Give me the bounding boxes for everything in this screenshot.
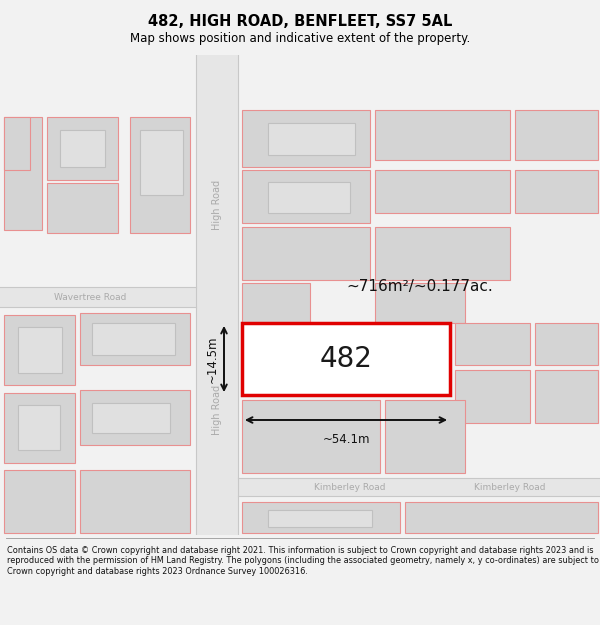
Bar	[455, 370, 530, 423]
Bar	[268, 123, 355, 155]
Bar	[268, 510, 372, 527]
Bar	[242, 400, 380, 473]
Text: High Road: High Road	[212, 385, 222, 435]
Bar	[92, 403, 170, 433]
Bar	[238, 478, 600, 496]
Bar	[375, 170, 510, 213]
Bar	[515, 170, 598, 213]
Bar	[375, 227, 510, 280]
Bar	[47, 183, 118, 233]
Text: High Road: High Road	[212, 180, 222, 230]
Bar	[140, 130, 183, 195]
Bar	[455, 323, 530, 365]
Text: Kimberley Road: Kimberley Road	[314, 482, 386, 491]
Bar	[18, 327, 62, 373]
Text: Wavertree Road: Wavertree Road	[54, 292, 126, 301]
Bar	[385, 400, 465, 473]
Bar	[535, 323, 598, 365]
Bar	[60, 130, 105, 167]
Bar	[4, 470, 75, 533]
Bar	[47, 117, 118, 180]
Bar	[4, 117, 30, 170]
Text: ~14.5m: ~14.5m	[206, 335, 219, 382]
Bar	[405, 502, 598, 533]
Text: Contains OS data © Crown copyright and database right 2021. This information is : Contains OS data © Crown copyright and d…	[7, 546, 599, 576]
Bar	[4, 315, 75, 385]
Bar	[130, 117, 190, 233]
Bar	[4, 393, 75, 463]
Bar	[242, 502, 400, 533]
Text: 482: 482	[320, 345, 373, 373]
Bar	[242, 323, 450, 395]
Bar	[268, 182, 350, 213]
Text: ~716m²/~0.177ac.: ~716m²/~0.177ac.	[347, 279, 493, 294]
Bar	[242, 227, 370, 280]
Bar	[375, 110, 510, 160]
Bar	[80, 390, 190, 445]
Bar	[196, 55, 238, 535]
Bar	[18, 405, 60, 450]
Bar	[0, 287, 196, 307]
Bar	[242, 110, 370, 167]
Bar	[375, 283, 465, 323]
Bar	[515, 110, 598, 160]
Bar	[4, 117, 42, 230]
Bar	[242, 283, 310, 323]
Text: ~54.1m: ~54.1m	[322, 433, 370, 446]
Bar	[92, 323, 175, 355]
Text: Kimberley Road: Kimberley Road	[474, 482, 546, 491]
Bar	[535, 370, 598, 423]
Text: Map shows position and indicative extent of the property.: Map shows position and indicative extent…	[130, 32, 470, 45]
Bar	[80, 470, 190, 533]
Text: 482, HIGH ROAD, BENFLEET, SS7 5AL: 482, HIGH ROAD, BENFLEET, SS7 5AL	[148, 14, 452, 29]
Bar	[242, 170, 370, 223]
Bar	[80, 313, 190, 365]
